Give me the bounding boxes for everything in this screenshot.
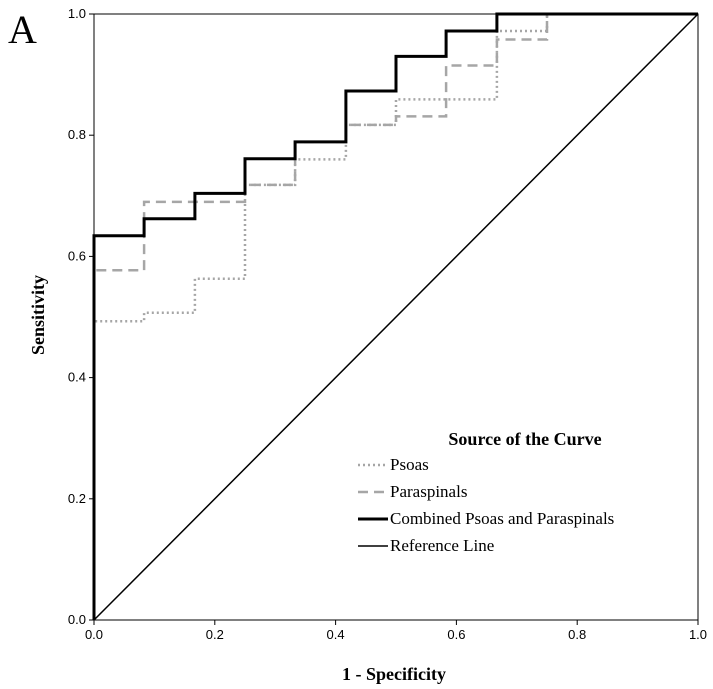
y-tick-label: 0.8 bbox=[68, 127, 86, 142]
legend-label: Reference Line bbox=[390, 536, 494, 555]
legend-label: Psoas bbox=[390, 455, 429, 474]
y-tick-label: 0.2 bbox=[68, 491, 86, 506]
x-tick-label: 0.4 bbox=[327, 627, 345, 642]
x-tick-label: 0.8 bbox=[568, 627, 586, 642]
legend-label: Combined Psoas and Paraspinals bbox=[390, 509, 614, 528]
legend: Source of the Curve Psoas Paraspinals Comb… bbox=[358, 429, 614, 555]
y-tick-label: 1.0 bbox=[68, 6, 86, 21]
y-tick-label: 0.6 bbox=[68, 248, 86, 263]
y-tick-label: 0.4 bbox=[68, 370, 86, 385]
x-axis-title: 1 - Specificity bbox=[342, 664, 446, 684]
legend-title: Source of the Curve bbox=[448, 429, 601, 449]
x-tick-label: 0.0 bbox=[85, 627, 103, 642]
y-tick-label: 0.0 bbox=[68, 612, 86, 627]
legend-label: Paraspinals bbox=[390, 482, 467, 501]
series-line-reference-line bbox=[94, 14, 698, 620]
x-tick-label: 0.6 bbox=[447, 627, 465, 642]
x-tick-label: 0.2 bbox=[206, 627, 224, 642]
y-axis-title: Sensitivity bbox=[28, 275, 48, 355]
x-tick-label: 1.0 bbox=[689, 627, 707, 642]
